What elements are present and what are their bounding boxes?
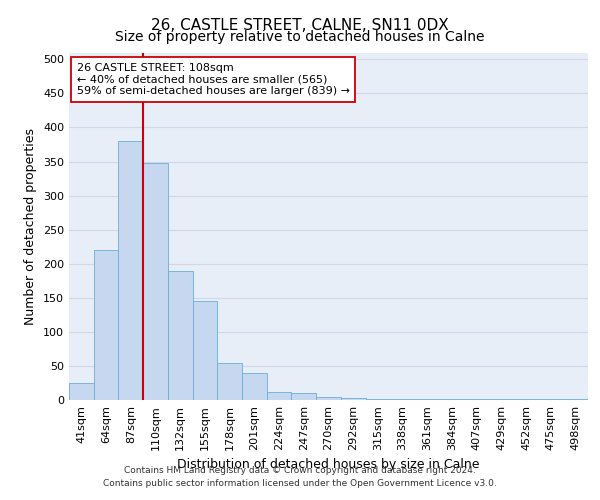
Bar — [143, 163, 168, 400]
Bar — [390, 398, 415, 400]
Bar — [292, 393, 316, 400]
X-axis label: Distribution of detached houses by size in Calne: Distribution of detached houses by size … — [177, 458, 480, 471]
Bar — [193, 301, 217, 400]
Bar — [365, 398, 390, 400]
Bar — [118, 141, 143, 400]
Bar — [267, 392, 292, 400]
Bar — [316, 396, 341, 400]
Bar — [341, 398, 365, 400]
Text: Contains HM Land Registry data © Crown copyright and database right 2024.
Contai: Contains HM Land Registry data © Crown c… — [103, 466, 497, 487]
Bar — [217, 362, 242, 400]
Bar — [242, 372, 267, 400]
Text: 26, CASTLE STREET, CALNE, SN11 0DX: 26, CASTLE STREET, CALNE, SN11 0DX — [151, 18, 449, 32]
Text: 26 CASTLE STREET: 108sqm
← 40% of detached houses are smaller (565)
59% of semi-: 26 CASTLE STREET: 108sqm ← 40% of detach… — [77, 63, 350, 96]
Bar — [69, 383, 94, 400]
Bar — [489, 398, 514, 400]
Bar — [539, 398, 563, 400]
Y-axis label: Number of detached properties: Number of detached properties — [25, 128, 37, 325]
Text: Size of property relative to detached houses in Calne: Size of property relative to detached ho… — [115, 30, 485, 44]
Bar — [94, 250, 118, 400]
Bar — [168, 270, 193, 400]
Bar — [440, 398, 464, 400]
